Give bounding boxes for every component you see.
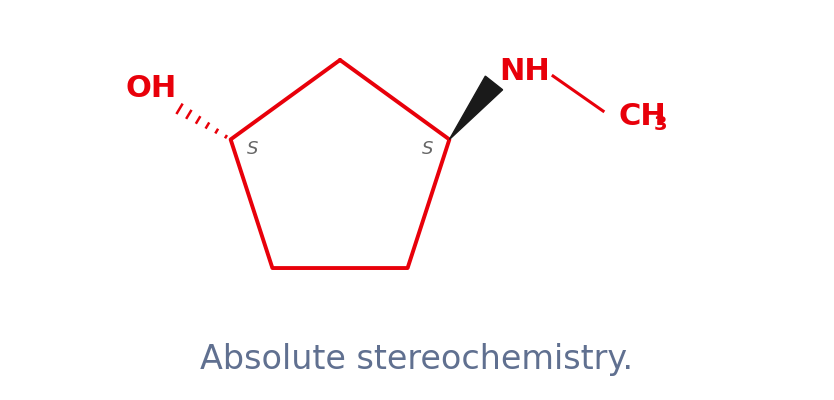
Text: Absolute stereochemistry.: Absolute stereochemistry. xyxy=(200,344,634,376)
Text: 3: 3 xyxy=(654,114,667,134)
Text: S: S xyxy=(247,140,259,158)
Text: OH: OH xyxy=(126,74,177,103)
Text: NH: NH xyxy=(500,56,550,86)
Text: S: S xyxy=(422,140,433,158)
Polygon shape xyxy=(450,76,503,140)
Text: CH: CH xyxy=(618,102,666,130)
